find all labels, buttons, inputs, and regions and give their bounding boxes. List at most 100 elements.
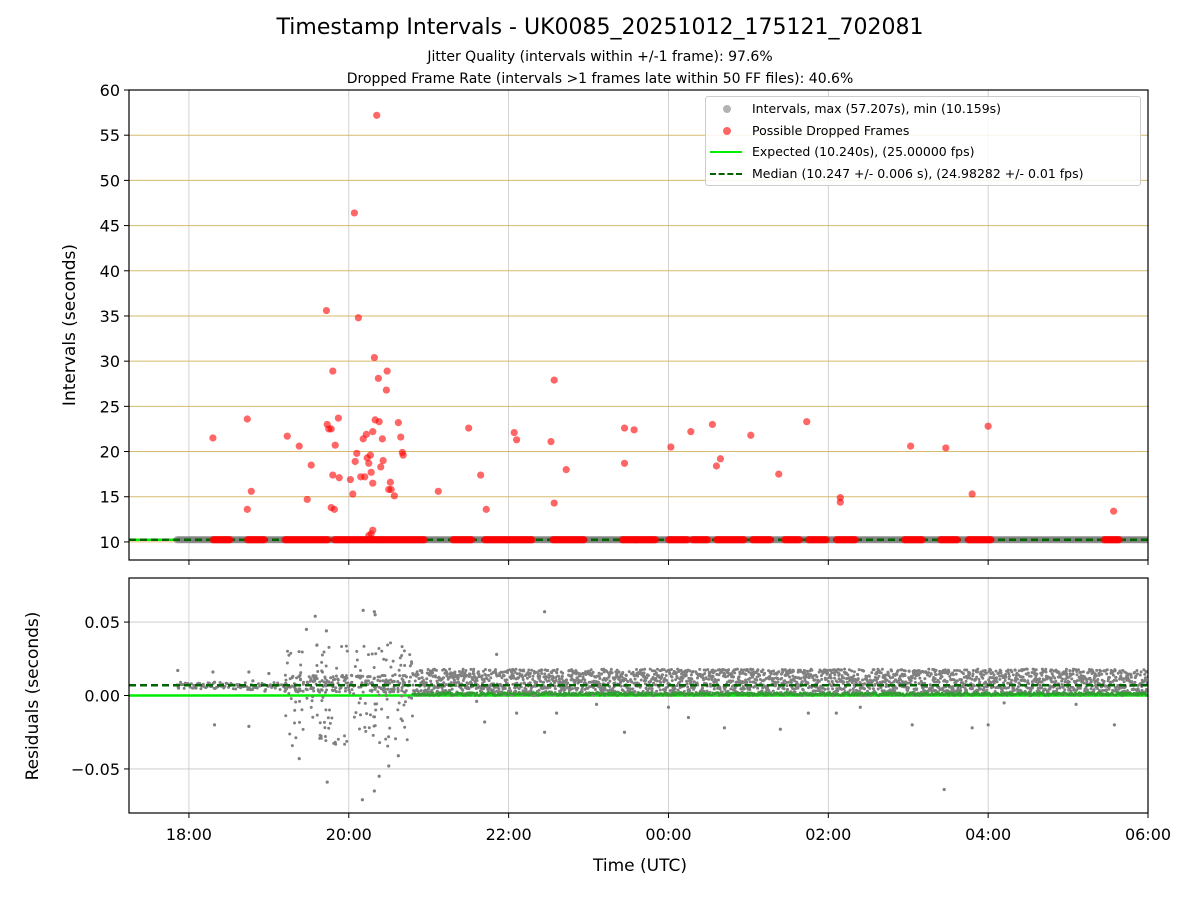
residual-point (179, 680, 183, 684)
residual-point (503, 687, 507, 691)
residual-point (1104, 688, 1108, 692)
residual-point (862, 687, 866, 691)
residual-point (699, 673, 703, 677)
residual-point (820, 677, 824, 681)
top-axes-frame (128, 89, 1149, 561)
residual-point (561, 671, 565, 675)
residual-point (481, 669, 485, 673)
residual-point (831, 687, 835, 691)
residual-point (815, 675, 819, 679)
residual-point (846, 673, 850, 677)
residual-point (873, 683, 877, 687)
residual-point (305, 696, 309, 700)
residual-point (521, 675, 525, 679)
residual-point (769, 672, 773, 676)
residual-point (1125, 689, 1129, 693)
residual-point (466, 691, 469, 695)
dropped-frame-point (387, 485, 395, 494)
dropped-frame-point (620, 459, 629, 467)
residual-point (664, 674, 668, 678)
residual-point (819, 674, 823, 678)
residual-point (662, 680, 666, 684)
residual-point (312, 689, 316, 693)
residual-point (1068, 669, 1072, 673)
residual-point (1040, 686, 1044, 690)
residual-point (597, 691, 601, 695)
residual-point (336, 737, 340, 741)
top-y-tick-label: 10 (100, 533, 120, 552)
residual-point (924, 671, 928, 675)
residual-point (883, 680, 887, 684)
residual-point (885, 678, 889, 682)
dropped-frame-point (775, 470, 783, 478)
residual-point (680, 679, 684, 683)
residual-point (690, 677, 694, 681)
residual-point (736, 691, 740, 695)
dropped-frame-point (399, 451, 407, 459)
residual-point (579, 679, 583, 683)
residual-point (1034, 668, 1038, 672)
residual-point (761, 668, 765, 672)
residual-point (383, 687, 387, 691)
residual-point (688, 669, 692, 673)
residual-point (884, 691, 887, 695)
residual-point (325, 688, 329, 692)
residual-point (1082, 670, 1086, 674)
residual-point (540, 672, 544, 676)
residual-point (776, 677, 780, 681)
residual-point (1105, 668, 1109, 672)
residual-point (475, 676, 479, 680)
residual-point (704, 677, 708, 681)
residual-point (445, 672, 449, 676)
residual-point (1030, 671, 1034, 675)
residual-point (896, 691, 900, 695)
residual-point (837, 672, 841, 676)
residual-point (369, 689, 373, 693)
residual-point (328, 721, 332, 725)
residual-point (872, 668, 876, 672)
residual-point (978, 680, 982, 684)
residual-point (1120, 686, 1124, 690)
residual-point (726, 694, 730, 697)
residual-point (552, 668, 556, 672)
residual-point (236, 685, 240, 689)
residual-point (930, 686, 934, 690)
dropped-frame-point (716, 455, 725, 463)
residual-point (852, 670, 856, 674)
residual-point (370, 652, 374, 656)
residual-point (1006, 668, 1010, 672)
residual-point (509, 676, 513, 680)
residual-point (1015, 677, 1019, 681)
residual-point (543, 672, 547, 676)
residual-point (363, 725, 367, 729)
residual-point (807, 676, 811, 680)
residual-point (341, 675, 345, 679)
residual-point (1071, 672, 1075, 676)
residual-point (891, 675, 895, 679)
residual-point (1054, 679, 1058, 683)
residual-point (1107, 685, 1111, 689)
residual-point (438, 691, 441, 695)
dropped-frame-point (379, 456, 387, 465)
residual-point (895, 686, 899, 690)
residual-point (828, 674, 832, 678)
residual-point (376, 675, 380, 679)
residual-point (706, 668, 710, 672)
residual-point (524, 687, 528, 691)
residual-point (918, 676, 922, 680)
residual-point (620, 675, 624, 679)
residual-point (1003, 679, 1007, 683)
residual-point (293, 721, 297, 725)
residual-point (826, 679, 830, 683)
residual-point (733, 671, 737, 675)
residual-point (472, 691, 476, 695)
residual-point (678, 680, 682, 684)
residual-point (388, 726, 392, 730)
residual-point (309, 677, 313, 681)
residual-point (363, 701, 367, 705)
residual-point (760, 689, 764, 693)
residual-point (181, 683, 185, 687)
residual-point (194, 686, 198, 690)
residual-point (947, 670, 951, 674)
dropped-frame-point (260, 536, 269, 544)
